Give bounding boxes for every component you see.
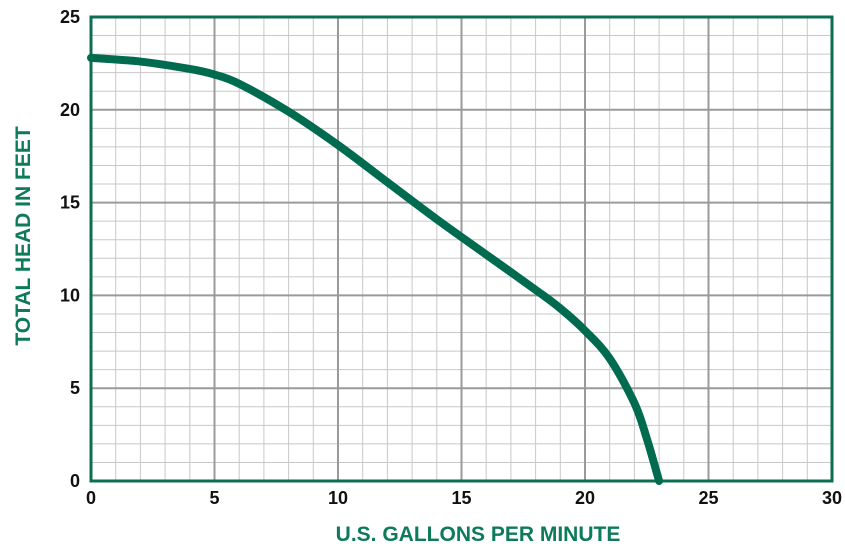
x-tick-label: 15: [451, 488, 471, 508]
x-tick-label: 10: [328, 488, 348, 508]
x-tick-label: 30: [822, 488, 842, 508]
y-tick-label: 25: [60, 7, 80, 27]
y-tick-label: 10: [60, 285, 80, 305]
series-line-head-vs-flow: [87, 53, 664, 485]
major-grid: [91, 17, 832, 481]
y-axis-title: TOTAL HEAD IN FEET: [12, 126, 35, 346]
y-tick-label: 0: [70, 471, 80, 491]
y-tick-label: 20: [60, 100, 80, 120]
plot-frame: [89, 15, 834, 483]
x-axis-title: U.S. GALLONS PER MINUTE: [336, 523, 621, 546]
y-tick-labels: 0 5 10 15 20 25: [60, 7, 80, 491]
x-tick-label: 0: [86, 488, 96, 508]
y-tick-label: 15: [60, 193, 80, 213]
x-tick-label: 5: [209, 488, 219, 508]
y-tick-label: 5: [70, 378, 80, 398]
x-tick-label: 25: [698, 488, 718, 508]
x-tick-label: 20: [575, 488, 595, 508]
x-tick-labels: 0 5 10 15 20 25 30: [86, 488, 842, 508]
